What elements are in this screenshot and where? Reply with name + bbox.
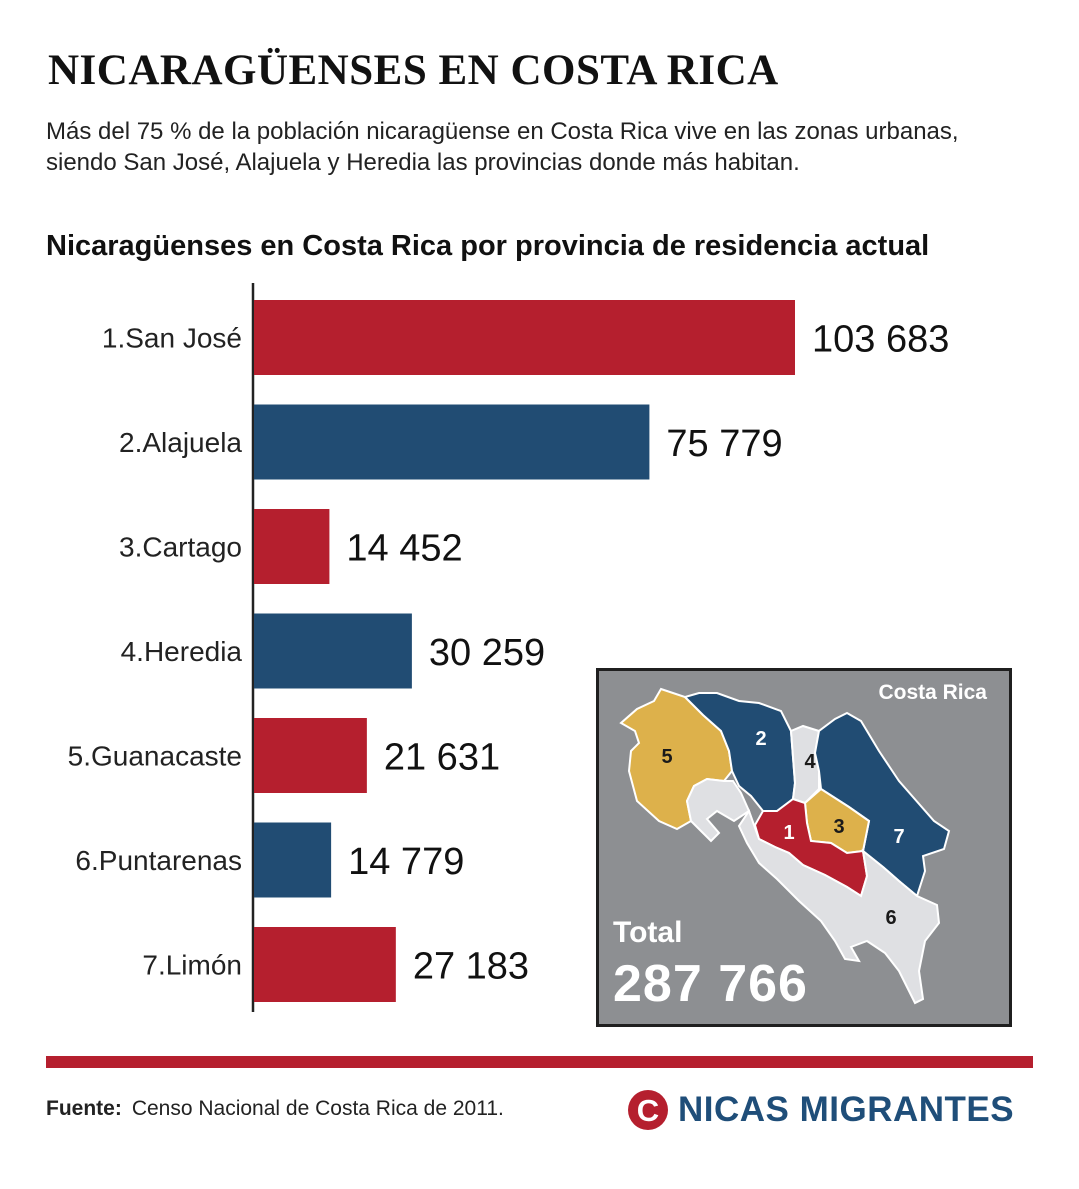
bar [254,927,396,1002]
brand-logo: C NICAS MIGRANTES [628,1090,1014,1130]
category-label: 2.Alajuela [119,427,242,458]
brand-name: NICAS MIGRANTES [678,1090,1015,1129]
value-label: 21 631 [384,737,500,779]
costa-rica-map-panel: 5 2 4 1 3 7 6 Costa Rica Total 287 766 [596,668,1012,1027]
value-label: 103 683 [812,319,949,361]
map-number-2: 2 [755,728,766,750]
page-title: NICARAGÜENSES EN COSTA RICA [48,47,779,94]
source-note: Fuente: Censo Nacional de Costa Rica de 2… [46,1097,504,1121]
total-label: Total [613,916,683,949]
source-label: Fuente: [46,1097,122,1120]
category-label: 5.Guanacaste [68,741,242,772]
page-subtitle: Más del 75 % de la población nicaragüens… [46,118,959,176]
source-text: Censo Nacional de Costa Rica de 2011. [131,1097,504,1120]
map-number-1: 1 [783,822,794,844]
value-label: 14 779 [348,841,464,883]
map-region-puntarenas [737,808,941,1005]
value-label: 30 259 [429,632,545,674]
bar [254,718,367,793]
value-label: 27 183 [413,946,529,988]
map-label: Costa Rica [878,681,987,704]
map-region-puntarenas-nicoya [685,777,751,843]
map-number-3: 3 [833,816,844,838]
costa-rica-map: 5 2 4 1 3 7 6 [619,687,951,1005]
value-label: 14 452 [346,528,462,570]
brand-mark-icon: C [628,1090,668,1130]
bar [254,300,795,375]
bar [254,613,412,689]
map-number-4: 4 [804,751,816,773]
total-value: 287 766 [613,955,808,1013]
map-number-6: 6 [885,907,896,929]
value-label: 75 779 [666,423,782,465]
map-number-7: 7 [893,826,904,848]
bar [254,822,332,898]
footer-rule [46,1056,1033,1068]
category-label: 4.Heredia [121,636,243,667]
map-number-5: 5 [661,746,672,768]
category-label: 3.Cartago [119,532,242,563]
category-label: 1.San José [102,323,242,354]
bar [254,509,330,584]
category-label: 6.Puntarenas [75,845,242,876]
chart-title: Nicaragüenses en Costa Rica por provinci… [46,230,930,262]
bar [254,404,650,480]
category-label: 7.Limón [142,950,242,981]
